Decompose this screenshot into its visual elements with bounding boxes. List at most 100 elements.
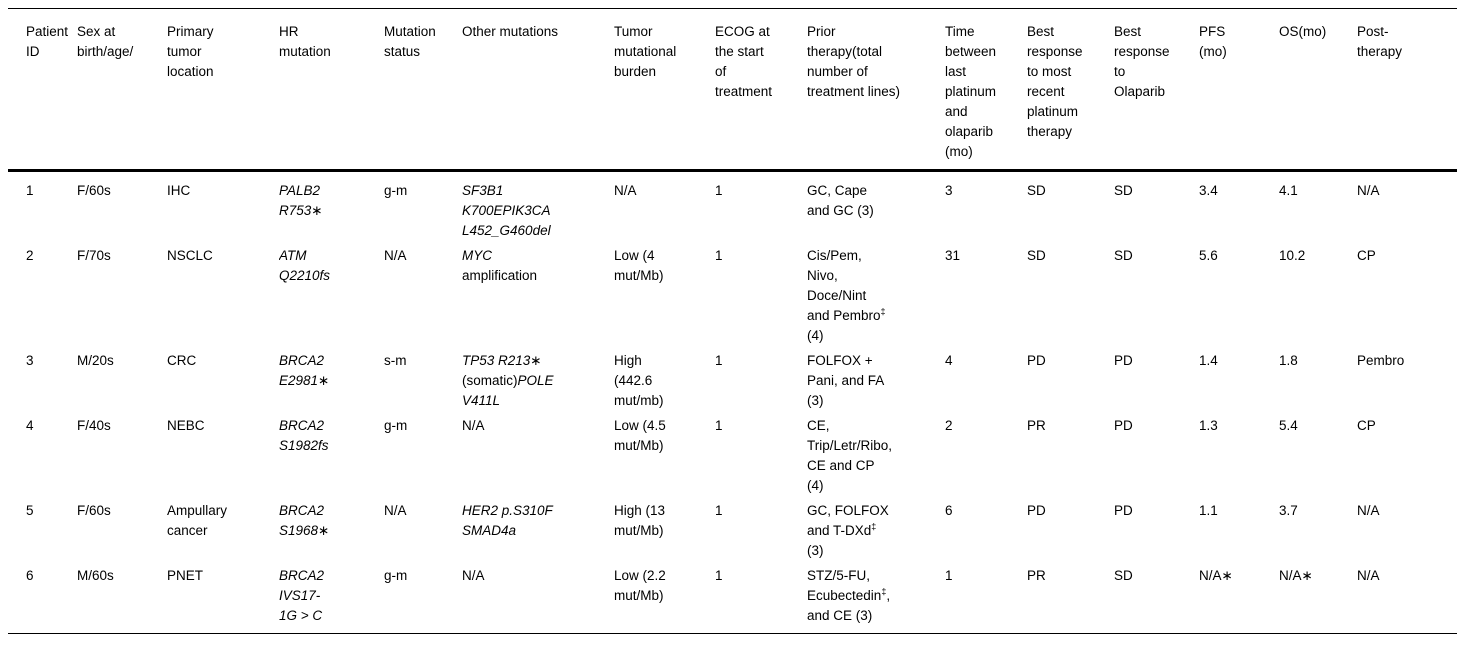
table-cell: 2 [26,248,34,263]
column-header: Mutation status [384,8,462,172]
table-cell: 3.4 [1199,183,1218,198]
table-cell: 1 [715,353,723,368]
table-cell: 1 [26,183,34,198]
header-row: Patient ID Sex at birth/age/Primary tumor… [8,8,1457,172]
gene-name: POLE V411L [462,373,554,408]
table-cell: PR [1027,568,1046,583]
table-cell: ATM Q2210fs [279,246,384,351]
table-cell: N/A∗ [1199,568,1233,583]
table-cell: F/60s [77,183,111,198]
table-cell: 6 [26,568,34,583]
table-cell: BRCA2 S1968∗ [279,501,384,566]
table-cell: M/60s [77,568,114,583]
table-cell: SD [1027,183,1046,198]
table-cell: PD [1114,503,1133,518]
footnote-marker: ‡ [881,586,887,597]
table-cell: N/A∗ [1279,568,1313,583]
table-cell: 1.3 [1199,418,1218,433]
table-cell: N/A [384,503,407,518]
gene-name: PALB2 R753∗ [279,183,323,218]
table-cell: PR [1027,418,1046,433]
column-header: Time between last platinum and olaparib … [945,8,1027,172]
table-cell: FOLFOX + Pani, and FA (3) [807,353,885,408]
table-row: 3 M/20s CRC BRCA2 E2981∗ s-m TP53 R213∗ (soma… [8,351,1457,416]
gene-name: HER2 p.S310F SMAD4a [462,503,553,538]
footnote-marker: ‡ [871,521,877,532]
table-cell: F/60s [77,503,111,518]
table-cell: 3 [945,183,953,198]
table-cell: g-m [384,183,408,198]
table-cell: g-m [384,418,408,433]
footnote-marker: ‡ [880,306,886,317]
table-cell: CE, Trip/Letr/Ribo, CE and CP (4) [807,418,893,493]
table-cell: 5.6 [1199,248,1218,263]
table-cell: 1 [715,418,723,433]
column-header: Best response to most recent platinum th… [1027,8,1114,172]
table-cell: 5 [26,503,34,518]
table-cell: 1.4 [1199,353,1218,368]
cell-text: GC, FOLFOX and T-DXd [807,503,889,538]
table-cell: SF3B1 K700EPIK3CA L452_G460del [462,171,614,247]
gene-name: ATM Q2210fs [279,248,331,283]
cell-text: Cis/Pem, Nivo, Doce/Nint and Pembro [807,248,881,323]
table-cell: PALB2 R753∗ [279,171,384,247]
table-cell: CRC [167,353,197,368]
table-cell: High (13 mut/Mb) [614,503,666,538]
table-cell: High (442.6 mut/mb) [614,353,664,408]
table-cell: NSCLC [167,248,213,263]
cell-text: (4) [807,328,824,343]
table-cell: 4.1 [1279,183,1298,198]
cell-text: (3) [807,543,824,558]
table-cell: F/70s [77,248,111,263]
column-header: Patient ID [8,8,77,172]
table-cell: Ampullary cancer [167,503,228,538]
table-cell: PD [1027,353,1046,368]
table-cell: 1.1 [1199,503,1218,518]
table-cell: PD [1114,353,1133,368]
table-cell: N/A [384,248,407,263]
patients-table: Patient ID Sex at birth/age/Primary tumor… [8,8,1457,634]
table-cell: 1 [715,568,723,583]
column-header: Best response to Olaparib [1114,8,1199,172]
table-row: 4 F/40s NEBC BRCA2 S1982fs g-m N/A Low (4.5 mu… [8,416,1457,501]
column-header: Tumor mutational burden [614,8,715,172]
gene-name: SF3B1 K700EPIK3CA L452_G460del [462,183,551,238]
table-cell: PD [1027,503,1046,518]
table-cell: 1 [715,503,723,518]
table-cell: TP53 R213∗ (somatic)POLE V411L [462,351,614,416]
table-cell: MYC amplification [462,246,614,351]
table-cell: CP [1357,418,1376,433]
table-cell: 4 [26,418,34,433]
column-header: Other mutations [462,8,614,172]
table-cell: BRCA2 S1982fs [279,416,384,501]
table-cell: GC, Cape and GC (3) [807,183,874,218]
table-cell: 2 [945,418,953,433]
table-cell: M/20s [77,353,114,368]
table-cell: 6 [945,503,953,518]
table-cell: s-m [384,353,407,368]
table-cell: HER2 p.S310F SMAD4a [462,501,614,566]
gene-name: BRCA2 S1982fs [279,418,329,453]
table-cell: g-m [384,568,408,583]
table-cell: Low (4.5 mut/Mb) [614,418,666,453]
column-header: PFS (mo) [1199,8,1279,172]
table-cell: 5.4 [1279,418,1298,433]
table-cell: 1.8 [1279,353,1298,368]
column-header: Prior therapy(total number of treatment … [807,8,945,172]
column-header: Primary tumor location [167,8,279,172]
page: Patient ID Sex at birth/age/Primary tumor… [8,8,1457,634]
table-cell: 10.2 [1279,248,1306,263]
table-cell: N/A [1357,503,1380,518]
table-cell: SD [1114,248,1133,263]
table-cell: PD [1114,418,1133,433]
table-cell: N/A [1357,183,1380,198]
table-cell: BRCA2 E2981∗ [279,351,384,416]
table-cell: BRCA2 IVS17- 1G > C [279,566,384,634]
table-cell: N/A [462,418,485,433]
column-header: OS(mo) [1279,8,1357,172]
table-header: Patient ID Sex at birth/age/Primary tumor… [8,8,1457,172]
gene-name: MYC [462,248,492,263]
table-cell: GC, FOLFOX and T-DXd‡ (3) [807,501,945,566]
table-cell: N/A [462,568,485,583]
table-cell: 3 [26,353,34,368]
